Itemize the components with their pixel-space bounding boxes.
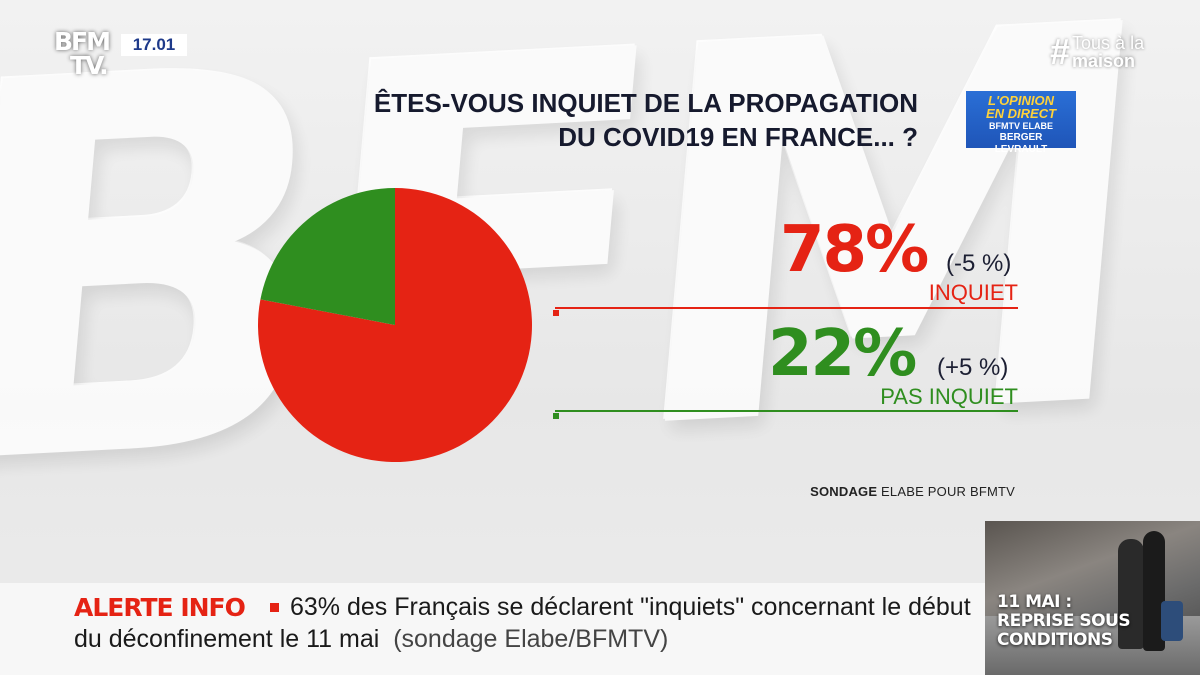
chart-title: ÊTES-VOUS INQUIET DE LA PROPAGATION DU C…	[330, 86, 918, 154]
thumbnail-title-line-2: REPRISE SOUS	[997, 611, 1131, 631]
source-bold: SONDAGE	[810, 484, 878, 499]
logo-line-1: BFM	[54, 27, 111, 56]
alert-square-icon	[270, 603, 279, 612]
thumbnail-title-line-1: 11 MAI :	[997, 592, 1072, 612]
slice-pas-inquiet-rule	[555, 410, 1018, 412]
hashtag-line-2: maison	[1072, 51, 1136, 71]
time-badge: 17.01	[121, 34, 187, 56]
thumbnail-bag	[1161, 601, 1183, 641]
hashtag-symbol: #	[1050, 31, 1071, 72]
ticker-text: 63% des Français se déclarent "inquiets"…	[74, 591, 979, 655]
survey-badge-line-3: BFMTV ELABE	[989, 121, 1053, 131]
slice-pas-inquiet-percent: 22%	[768, 317, 917, 391]
thumbnail-title: 11 MAI : REPRISE SOUS CONDITIONS	[997, 593, 1187, 650]
alert-label: ALERTE INFO	[74, 593, 246, 622]
slice-inquiet-label: INQUIET	[928, 280, 1018, 305]
survey-badge-line-4: BERGER LEVRAULT	[994, 132, 1048, 155]
survey-badge: L'OPINION EN DIRECT BFMTV ELABE BERGER L…	[966, 91, 1076, 155]
video-thumbnail[interactable]	[985, 521, 1200, 675]
slice-inquiet-change: (-5 %)	[946, 250, 1012, 277]
channel-logo: BFM TV.	[54, 27, 114, 86]
pie-slice-pas-inquiet	[260, 188, 395, 325]
survey-badge-line-1: L'OPINION	[988, 93, 1054, 108]
thumbnail-person	[1118, 539, 1144, 649]
chart-source: SONDAGE ELABE POUR BFMTV	[760, 484, 1015, 499]
hashtag: # Tous à la maison	[1050, 34, 1160, 74]
slice-pas-inquiet-label: PAS INQUIET	[880, 384, 1018, 409]
pie-chart	[258, 188, 532, 463]
thumbnail-person	[1143, 531, 1165, 651]
source-rest: ELABE POUR BFMTV	[877, 484, 1015, 499]
logo-line-2: TV.	[70, 51, 109, 80]
slice-pas-inquiet-change: (+5 %)	[937, 354, 1009, 381]
slice-pas-inquiet-tick	[553, 413, 559, 419]
slice-inquiet-tick	[553, 310, 559, 316]
survey-badge-line-2: EN DIRECT	[985, 106, 1057, 121]
pie-slice-inquiet	[258, 188, 532, 463]
chart-title-line-2: DU COVID19 EN FRANCE... ?	[558, 122, 918, 152]
thumbnail-title-line-3: CONDITIONS	[997, 630, 1113, 650]
hashtag-line-1: Tous à la	[1072, 33, 1145, 53]
chart-title-line-1: ÊTES-VOUS INQUIET DE LA PROPAGATION	[373, 88, 918, 118]
slice-inquiet-rule	[555, 307, 1018, 309]
ticker-headline: 63% des Français se déclarent "inquiets"…	[74, 593, 971, 653]
slice-inquiet-percent: 78%	[780, 213, 929, 287]
ticker-source: (sondage Elabe/BFMTV)	[393, 625, 669, 653]
